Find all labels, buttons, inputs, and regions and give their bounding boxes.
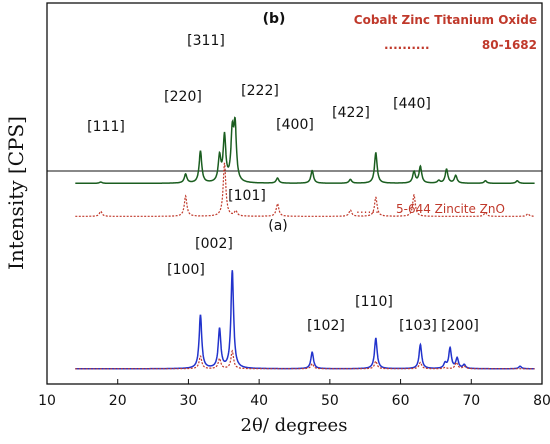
peak-label: [222] <box>241 83 279 99</box>
peak-label: [422] <box>332 105 370 121</box>
x-tick-label: 50 <box>321 393 339 409</box>
x-tick-label: 30 <box>180 393 198 409</box>
peak-label: [101] <box>228 188 266 204</box>
x-tick-label: 20 <box>109 393 127 409</box>
panel-b-reference-marker: .......... <box>384 38 430 52</box>
panel-b-label: (b) <box>263 11 286 27</box>
panel-b-reference-legend: 80-1682 <box>482 38 537 52</box>
y-axis-label: Intensity [CPS] <box>4 116 28 270</box>
peak-labels: [111] [220] [311] [222] [400] [422] [440] [100]… <box>87 33 479 334</box>
peak-label: [102] <box>307 318 345 334</box>
peak-label: [200] <box>441 318 479 334</box>
x-tick-label: 60 <box>392 393 410 409</box>
peak-label: [111] <box>87 119 125 135</box>
peak-label: [400] <box>276 117 314 133</box>
x-tick-label: 70 <box>462 393 480 409</box>
peak-label: [220] <box>164 89 202 105</box>
peak-label: [311] <box>187 33 225 49</box>
xrd-traces <box>75 116 535 370</box>
peak-label: [002] <box>195 236 233 252</box>
x-axis-label: 2θ/ degrees <box>241 415 348 436</box>
panel-a-reference-marker: ...... <box>356 202 379 216</box>
peak-label: [440] <box>393 96 431 112</box>
plot-frame <box>46 2 543 385</box>
peak-label: [100] <box>167 262 205 278</box>
peak-label: [110] <box>355 294 393 310</box>
panel-a-label: (a) <box>268 218 288 234</box>
x-axis-ticks: 10 20 30 40 50 60 70 80 <box>38 379 550 409</box>
x-tick-label: 40 <box>250 393 268 409</box>
series-b-reference <box>75 162 535 217</box>
series-a-measured <box>75 270 535 370</box>
panel-b-sample-legend: Cobalt Zinc Titanium Oxide <box>354 13 537 27</box>
panel-a-reference-legend: 5-644 Zincite ZnO <box>396 202 505 216</box>
x-tick-label: 10 <box>38 393 56 409</box>
peak-label: [103] <box>399 318 437 334</box>
x-tick-label: 80 <box>533 393 550 409</box>
series-b-measured <box>75 116 535 185</box>
